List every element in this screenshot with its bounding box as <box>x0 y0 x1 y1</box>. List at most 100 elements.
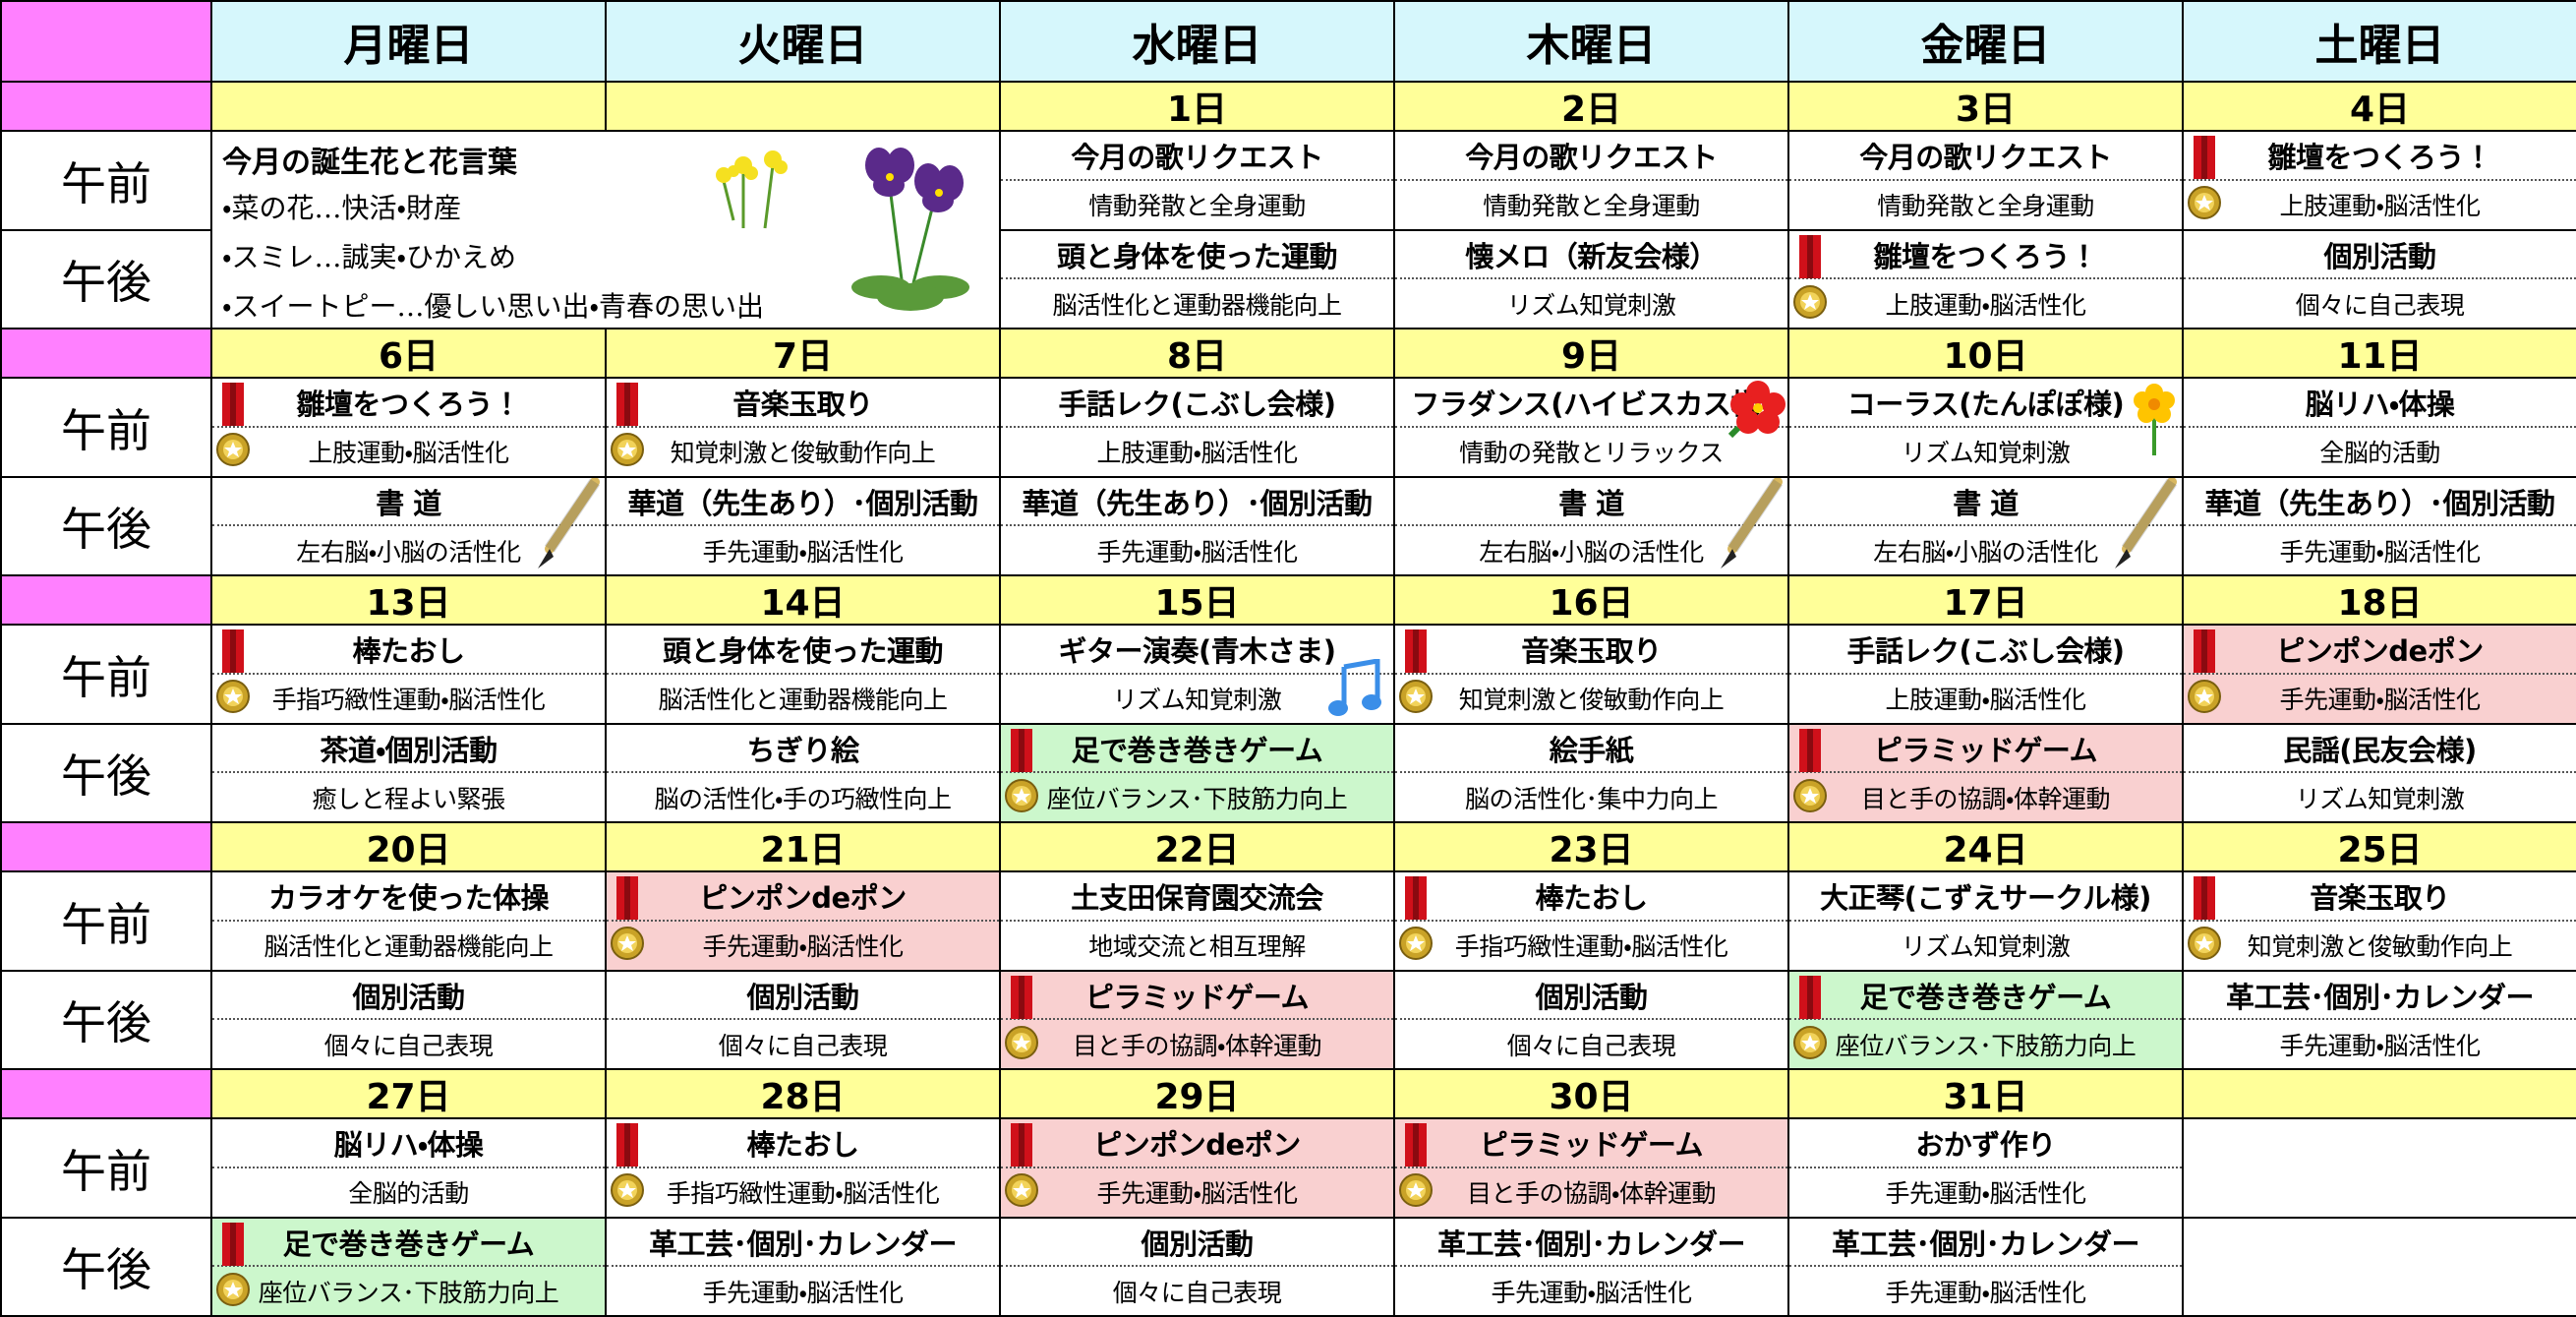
activity-cell: 絵手紙 脳の活性化･集中力向上 <box>1393 723 1789 823</box>
activity-detail: 手指巧緻性運動・脳活性化 <box>271 686 546 715</box>
note-title: 今月の誕生花と花言葉 <box>222 146 517 180</box>
icon-part <box>1362 694 1381 710</box>
date-cell: 9日 <box>1393 328 1789 379</box>
icon-part <box>538 549 554 569</box>
icon-part <box>230 1223 236 1266</box>
activity-cell: 懐メロ（新友会様） リズム知覚刺激 <box>1393 229 1789 329</box>
icon-part <box>230 383 236 426</box>
activity-title: ピラミッドゲーム <box>1789 725 2182 773</box>
activity-detail: 手指巧緻性運動・脳活性化 <box>666 1179 940 1209</box>
date-cell: 4日 <box>2182 81 2576 132</box>
activity-detail: 脳活性化と運動器機能向上 <box>263 932 554 962</box>
activity-title: 頭と身体を使った運動 <box>1001 231 1393 279</box>
activity-detail: 手先運動・脳活性化 <box>2279 686 2481 715</box>
medal-icon <box>1793 729 1827 812</box>
flower-icon <box>2134 384 2175 455</box>
date-cell: 14日 <box>605 574 1001 626</box>
activity-cell: カラオケを使った体操脳活性化と運動器機能向上 <box>210 870 607 972</box>
activity-cell: 今月の歌リクエスト 情動発散と全身運動 <box>1393 130 1789 231</box>
activity-title: コーラス(たんぽぽ様) <box>1789 379 2182 428</box>
activity-title: ピンポンdeポン <box>2184 626 2576 675</box>
activity-detail: 手先運動・脳活性化 <box>702 1278 904 1307</box>
activity-cell: ピンポンdeポン 手先運動・脳活性化 <box>605 870 1001 972</box>
activity-cell: 茶道・個別活動癒しと程よい緊張 <box>210 723 607 823</box>
icon-part <box>1013 1035 1030 1050</box>
activity-detail: 目と手の協調・体幹運動 <box>1860 784 2111 813</box>
icon-part <box>2153 405 2171 423</box>
activity-detail: リズム知覚刺激 <box>1112 686 1282 715</box>
brush-icon <box>2115 478 2177 569</box>
icon-part <box>1730 381 1786 434</box>
activity-cell: 個別活動 個々に自己表現 <box>210 970 607 1070</box>
activity-detail: 地域交流と相互理解 <box>1088 932 1306 962</box>
activity-detail: 個々に自己表現 <box>1112 1278 1282 1307</box>
brush-icon <box>1721 478 1783 569</box>
activity-detail: 手先運動・脳活性化 <box>1885 1179 2086 1209</box>
date-cell: 2日 <box>1393 81 1789 132</box>
activity-title: 土支田保育園交流会 <box>1001 872 1393 922</box>
activity-detail: 情動の発散とリラックス <box>1459 439 1724 468</box>
pm-label: 午後 <box>0 476 212 576</box>
week-label-cell <box>0 574 212 626</box>
date-cell <box>210 81 607 132</box>
activity-title: 足で巻き巻きゲーム <box>1789 972 2182 1020</box>
activity-cell: 書 道左右脳・小脳の活性化 <box>1393 476 1789 576</box>
activity-title: 個別活動 <box>1395 972 1787 1020</box>
icon-part <box>877 283 944 311</box>
activity-title: 革工芸･個別･カレンダー <box>1395 1219 1787 1267</box>
activity-detail: 知覚刺激と俊敏動作向上 <box>2247 932 2513 962</box>
am-label: 午前 <box>0 870 212 972</box>
activity-detail: 個々に自己表現 <box>1506 1031 1676 1060</box>
activity-detail: 知覚刺激と俊敏動作向上 <box>670 439 936 468</box>
activity-detail: 手先運動・脳活性化 <box>1885 1278 2086 1307</box>
note-line: ・スイートピー…優しい思い出・青春の思い出 <box>222 290 765 323</box>
icon-part <box>1727 478 1783 553</box>
date-cell: 17日 <box>1787 574 2184 626</box>
activity-detail: 目と手の協調・体幹運動 <box>1072 1031 1322 1060</box>
medal-icon <box>2188 136 2221 219</box>
day-header: 月曜日 <box>210 0 607 83</box>
medal-icon <box>216 383 250 466</box>
icon-part <box>2115 549 2131 569</box>
activity-title: 個別活動 <box>607 972 999 1020</box>
activity-cell: ピンポンdeポン 手先運動・脳活性化 <box>999 1117 1395 1219</box>
icon-part <box>1807 235 1813 278</box>
activity-cell: 革工芸･個別･カレンダー 手先運動・脳活性化 <box>605 1217 1001 1317</box>
activity-detail: 上肢運動・脳活性化 <box>2279 192 2481 221</box>
icon-part <box>2157 391 2175 409</box>
date-cell: 29日 <box>999 1068 1395 1119</box>
activity-title: 華道（先生あり）･個別活動 <box>607 478 999 526</box>
activity-cell: 個別活動個々に自己表現 <box>1393 970 1789 1070</box>
activity-title: 頭と身体を使った運動 <box>607 626 999 675</box>
activity-cell: ピンポンdeポン手先運動・脳活性化 <box>2182 624 2576 725</box>
activity-detail: 手先運動・脳活性化 <box>1096 537 1298 567</box>
day-header: 木曜日 <box>1393 0 1789 83</box>
activity-detail: 手先運動・脳活性化 <box>702 932 904 962</box>
activity-title: ピンポンdeポン <box>1001 1119 1393 1168</box>
icon-part <box>2122 478 2177 554</box>
activity-detail: 脳活性化と運動器機能向上 <box>658 686 948 715</box>
date-cell: 15日 <box>999 574 1395 626</box>
activity-title: 個別活動 <box>2184 231 2576 279</box>
icon-part <box>1407 935 1425 951</box>
activity-title: ギター演奏(青木さま) <box>1001 626 1393 675</box>
icon-part <box>1807 729 1813 772</box>
icon-part <box>2122 478 2177 553</box>
icon-part <box>230 629 236 673</box>
activity-title: 茶道・個別活動 <box>212 725 605 773</box>
activity-detail: 癒しと程よい緊張 <box>312 784 505 813</box>
icon-part <box>618 442 636 457</box>
activity-title: 音楽玉取り <box>2184 872 2576 922</box>
icon-part <box>2134 391 2151 409</box>
date-cell: 23日 <box>1393 821 1789 872</box>
icon-part <box>774 160 788 174</box>
activity-cell: 華道（先生あり）･個別活動 手先運動・脳活性化 <box>2182 476 2576 576</box>
activity-title: カラオケを使った体操 <box>212 872 605 922</box>
activity-title: 今月の歌リクエスト <box>1789 132 2182 181</box>
activity-title: 書 道 <box>212 478 605 526</box>
icon-part <box>722 164 775 229</box>
activity-detail: 上肢運動・脳活性化 <box>1885 686 2086 715</box>
icon-part <box>1013 788 1030 804</box>
